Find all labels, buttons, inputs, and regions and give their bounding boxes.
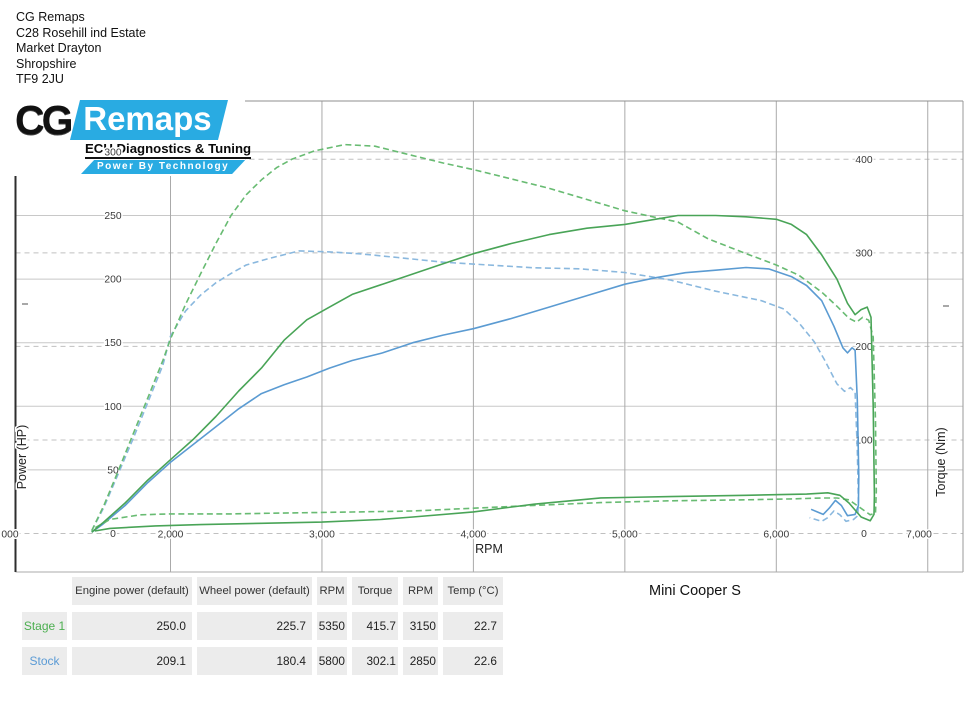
col-header-engine-power: Engine power (default) — [72, 577, 192, 605]
logo-cg-text: CG — [15, 100, 71, 140]
col-header-wheel-power: Wheel power (default) — [197, 577, 312, 605]
stage1-engine-power: 250.0 — [72, 612, 192, 640]
stock-temp: 22.6 — [443, 647, 503, 675]
logo-wordmark: CG Remaps — [15, 98, 245, 141]
table-corner-cell — [22, 577, 67, 605]
stage1-wheel-power: 225.7 — [197, 612, 312, 640]
row-label-stock: Stock — [22, 647, 67, 675]
stock-power-rpm: 5800 — [317, 647, 347, 675]
logo-tagline: Power By Technology — [81, 160, 245, 174]
cg-remaps-logo: CG Remaps ECU Diagnostics & Tuning Power… — [11, 97, 245, 176]
logo-remaps-banner: Remaps — [70, 100, 228, 140]
col-header-temp: Temp (°C) — [443, 577, 503, 605]
logo-remaps-text: Remaps — [83, 100, 211, 138]
stage1-power-rpm: 5350 — [317, 612, 347, 640]
dyno-report-page: CG Remaps C28 Rosehill ind Estate Market… — [0, 0, 980, 709]
logo-subtitle: ECU Diagnostics & Tuning — [85, 141, 251, 159]
stage1-temp: 22.7 — [443, 612, 503, 640]
stage1-torque-rpm: 3150 — [403, 612, 438, 640]
stock-engine-power: 209.1 — [72, 647, 192, 675]
vehicle-name: Mini Cooper S — [649, 583, 741, 599]
stock-torque-rpm: 2850 — [403, 647, 438, 675]
col-header-rpm: RPM — [317, 577, 347, 605]
row-label-stage1: Stage 1 — [22, 612, 67, 640]
stage1-torque: 415.7 — [352, 612, 398, 640]
stock-wheel-power: 180.4 — [197, 647, 312, 675]
stock-torque: 302.1 — [352, 647, 398, 675]
results-table: Engine power (default) Wheel power (defa… — [22, 577, 503, 675]
col-header-rpm2: RPM — [403, 577, 438, 605]
col-header-torque: Torque — [352, 577, 398, 605]
